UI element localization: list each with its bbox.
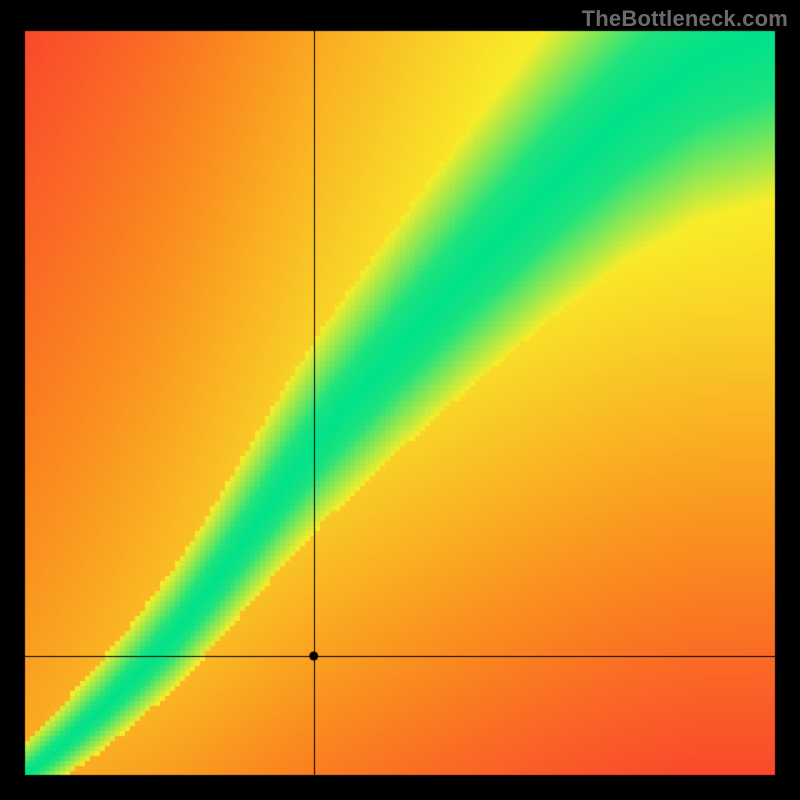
watermark-text: TheBottleneck.com	[582, 6, 788, 32]
chart-container: TheBottleneck.com	[0, 0, 800, 800]
bottleneck-heatmap-canvas	[0, 0, 800, 800]
